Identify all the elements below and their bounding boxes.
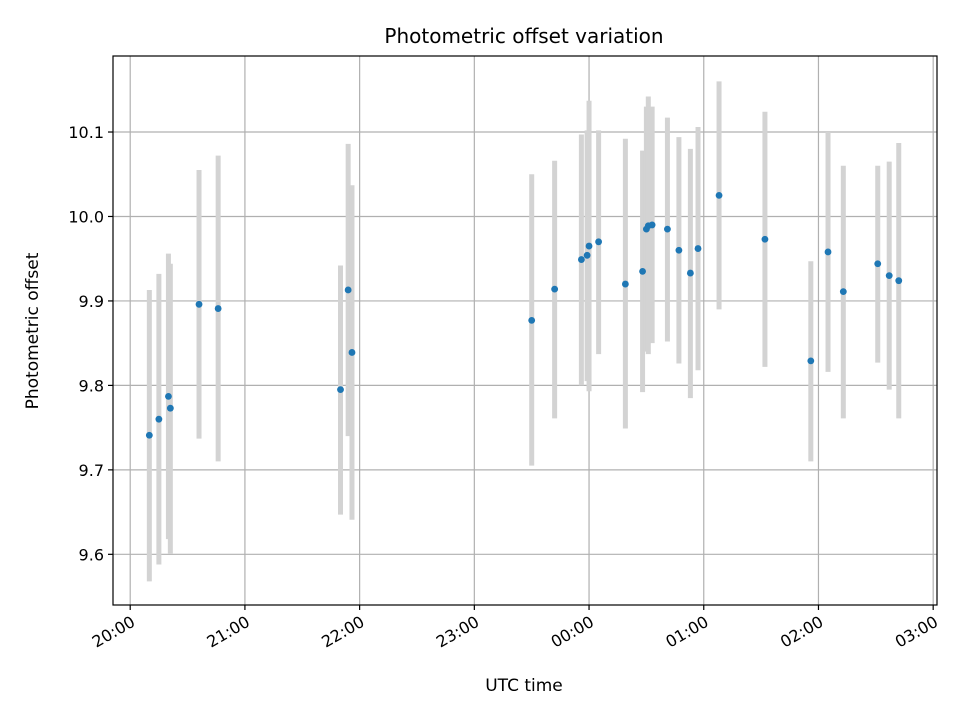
y-tick-label: 10.1	[68, 123, 104, 142]
y-axis-ticks: 9.6 9.7 9.8 9.9 10.0 10.1	[68, 123, 113, 564]
data-point	[348, 349, 356, 356]
data-point	[595, 238, 603, 246]
data-point	[761, 235, 769, 243]
y-tick-label: 9.6	[79, 545, 104, 564]
data-point	[715, 191, 723, 199]
data-point	[824, 248, 832, 256]
data-point	[639, 267, 646, 275]
grid	[113, 56, 937, 605]
data-points	[145, 191, 903, 439]
data-point	[675, 246, 683, 254]
data-point	[585, 242, 593, 250]
y-tick-label: 10.0	[68, 207, 104, 226]
data-point	[885, 272, 893, 279]
data-point	[166, 404, 174, 412]
data-point	[344, 286, 352, 294]
data-point	[551, 285, 559, 293]
data-point	[664, 225, 671, 233]
y-tick-label: 9.7	[79, 461, 104, 480]
data-point	[874, 260, 882, 268]
y-tick-label: 9.9	[79, 292, 104, 311]
data-point	[155, 415, 163, 423]
x-axis-label: UTC time	[485, 676, 563, 696]
data-point	[577, 256, 585, 263]
data-point	[145, 431, 153, 439]
data-point	[583, 251, 591, 259]
data-point	[214, 305, 222, 312]
chart-title: Photometric offset variation	[384, 24, 663, 48]
y-tick-label: 9.8	[79, 376, 104, 395]
data-point	[195, 300, 203, 308]
data-point	[528, 316, 536, 324]
plot-frame	[112, 55, 938, 606]
data-point	[895, 277, 903, 285]
data-point	[621, 280, 629, 288]
data-point	[337, 386, 344, 394]
data-point	[648, 221, 656, 229]
data-point	[686, 269, 694, 277]
data-point	[839, 288, 847, 296]
y-axis-label: Photometric offset	[23, 252, 43, 409]
data-point	[807, 357, 815, 365]
data-point	[165, 392, 172, 400]
data-point	[694, 245, 702, 252]
